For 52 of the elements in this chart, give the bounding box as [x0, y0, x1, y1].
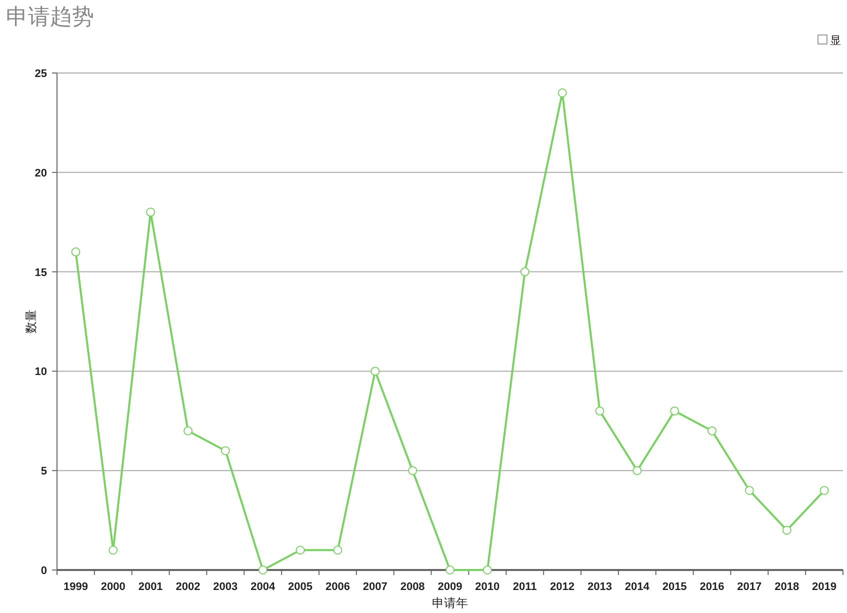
x-tick-label: 2019	[812, 581, 837, 593]
point	[71, 247, 80, 256]
legend-item: 显	[818, 34, 841, 47]
x-tick-label: 2008	[400, 581, 425, 593]
x-tick-label: 2004	[250, 581, 276, 593]
point	[408, 466, 418, 476]
point	[184, 426, 192, 436]
x-tick-label: 2018	[774, 581, 800, 593]
x-tick-label: 2000	[100, 581, 126, 593]
point	[446, 566, 454, 574]
point	[333, 546, 342, 555]
point	[482, 566, 492, 574]
x-tick-label: 2009	[438, 581, 462, 593]
x-tick-label: 2012	[550, 581, 575, 593]
point	[220, 446, 230, 456]
x-tick-label: 2013	[587, 581, 612, 593]
y-tick-label: 25	[34, 68, 47, 80]
point	[820, 486, 829, 495]
y-tick-label: 5	[40, 466, 47, 478]
x-tick-label: 2014	[624, 581, 650, 593]
point	[670, 406, 680, 416]
point	[595, 406, 604, 416]
point	[744, 486, 754, 495]
y-tick-label: 15	[34, 266, 47, 279]
point	[258, 566, 268, 574]
point	[632, 466, 642, 476]
point	[782, 526, 792, 535]
x-tick-label: 2003	[213, 581, 238, 593]
x-tick-label: 2017	[737, 581, 762, 593]
point	[558, 88, 567, 98]
x-tick-label: 2016	[700, 581, 724, 593]
point	[146, 208, 156, 217]
y-tick-label: 20	[34, 167, 47, 180]
x-tick-label: 2006	[325, 581, 350, 593]
x-tick-label: 1999	[63, 581, 88, 593]
x-axis-title: 申请年	[432, 596, 468, 610]
point	[370, 366, 380, 376]
x-tick-label: 2005	[288, 581, 313, 593]
y-tick-label: 0	[40, 565, 47, 577]
y-axis-title: 数量	[24, 310, 38, 334]
y-tick-label: 10	[34, 366, 47, 378]
x-tick-label: 2011	[512, 581, 537, 593]
chart-title: 申请趋势	[6, 4, 94, 29]
point	[520, 267, 530, 276]
x-tick-label: 2001	[138, 581, 163, 593]
x-tick-label: 2007	[362, 581, 388, 593]
x-tick-label: 2010	[475, 581, 500, 593]
x-tick-label: 2015	[662, 581, 687, 593]
point	[108, 546, 118, 555]
point	[296, 546, 305, 555]
point	[708, 426, 716, 436]
x-tick-label: 2002	[176, 581, 200, 593]
